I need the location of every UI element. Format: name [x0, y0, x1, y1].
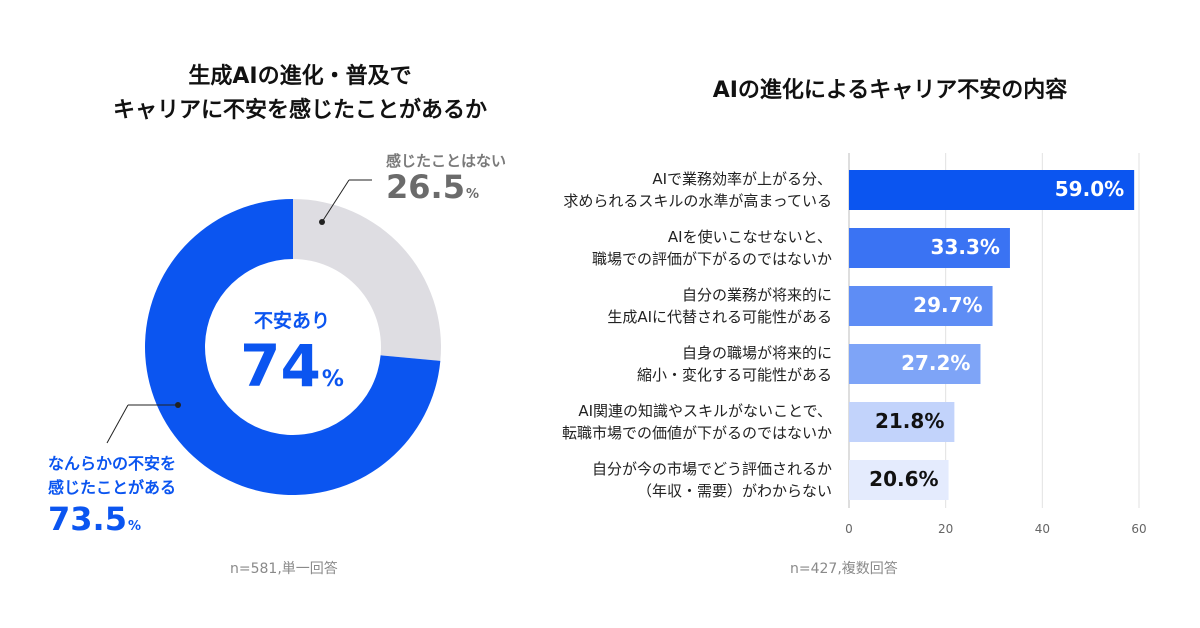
right-sample-note: n=427,複数回答: [790, 561, 898, 577]
category-label: 自分が今の市場でどう評価されるか （年収・需要）がわからない: [520, 458, 832, 502]
category-label-line: （年収・需要）がわからない: [636, 482, 832, 500]
category-label-line: 職場での評価が下がるのではないか: [591, 250, 832, 268]
bar-2: [849, 228, 1010, 268]
category-label-line: AI関連の知識やスキルがないことで、: [578, 402, 832, 420]
category-label-line: 生成AIに代替される可能性がある: [607, 308, 832, 326]
bar-3: [849, 286, 993, 326]
category-label: 自身の職場が将来的に縮小・変化する可能性がある: [520, 342, 832, 386]
x-tick-label: 40: [1034, 522, 1050, 536]
yes-value: 73.5%: [48, 500, 141, 538]
category-label-line: 求められるスキルの水準が高まっている: [563, 192, 832, 210]
category-label-line: 転職市場での価値が下がるのではないか: [561, 424, 832, 442]
donut-slice-anxious: [145, 199, 441, 495]
category-label: AI関連の知識やスキルがないことで、転職市場での価値が下がるのではないか: [520, 400, 832, 444]
category-label-line: 自分が今の市場でどう評価されるか: [591, 460, 832, 478]
left-sample-note: n=581,単一回答: [230, 561, 338, 577]
yes-leader-dot: [175, 402, 181, 408]
bar-1: [849, 170, 1135, 210]
yes-leader-line: [106, 404, 129, 444]
category-label-line: 自身の職場が将来的に: [681, 344, 832, 362]
category-label-line: AIで業務効率が上がる分、: [652, 170, 832, 188]
category-label: 自分の業務が将来的に生成AIに代替される可能性がある: [520, 284, 832, 328]
no-leader-line: [321, 179, 350, 223]
right-title: AIの進化によるキャリア不安の内容: [712, 78, 1068, 103]
no-value: 26.5%: [386, 168, 479, 206]
left-title-line1: 生成AIの進化・普及で: [188, 64, 412, 89]
category-label-line: 縮小・変化する可能性がある: [636, 366, 832, 384]
bar-value-label: 29.7%: [913, 293, 983, 317]
category-label-line: 自分の業務が将来的に: [681, 286, 832, 304]
bar-value-label: 27.2%: [901, 351, 971, 375]
bar-value-label: 20.6%: [869, 467, 939, 491]
bar-value-label: 59.0%: [1054, 177, 1125, 201]
donut-chart: [106, 179, 441, 495]
left-title: 生成AIの進化・普及で キャリアに不安を感じたことがあるか: [60, 60, 540, 128]
x-tick-label: 20: [938, 522, 954, 536]
bar-5: [849, 402, 955, 442]
center-value: 74%: [240, 332, 344, 400]
left-title-line2: キャリアに不安を感じたことがあるか: [112, 98, 487, 123]
no-leader-dot: [319, 219, 325, 225]
donut-slice-not-anxious: [293, 199, 441, 361]
bar-4: [849, 344, 981, 384]
bar-6: [849, 460, 949, 500]
no-label: 感じたことはない: [386, 152, 507, 170]
center-label: 不安あり: [253, 310, 330, 332]
x-tick-label: 60: [1131, 522, 1147, 536]
category-label-line: AIを使いこなせないと、: [667, 228, 832, 246]
bar-value-label: 33.3%: [930, 235, 1000, 259]
yes-label: なんらかの不安を 感じたことがある: [48, 454, 177, 497]
category-label: AIで業務効率が上がる分、求められるスキルの水準が高まっている: [520, 168, 832, 212]
bar-value-label: 21.8%: [874, 409, 945, 433]
x-tick-label: 0: [845, 522, 853, 536]
category-label: AIを使いこなせないと、職場での評価が下がるのではないか: [520, 226, 832, 270]
